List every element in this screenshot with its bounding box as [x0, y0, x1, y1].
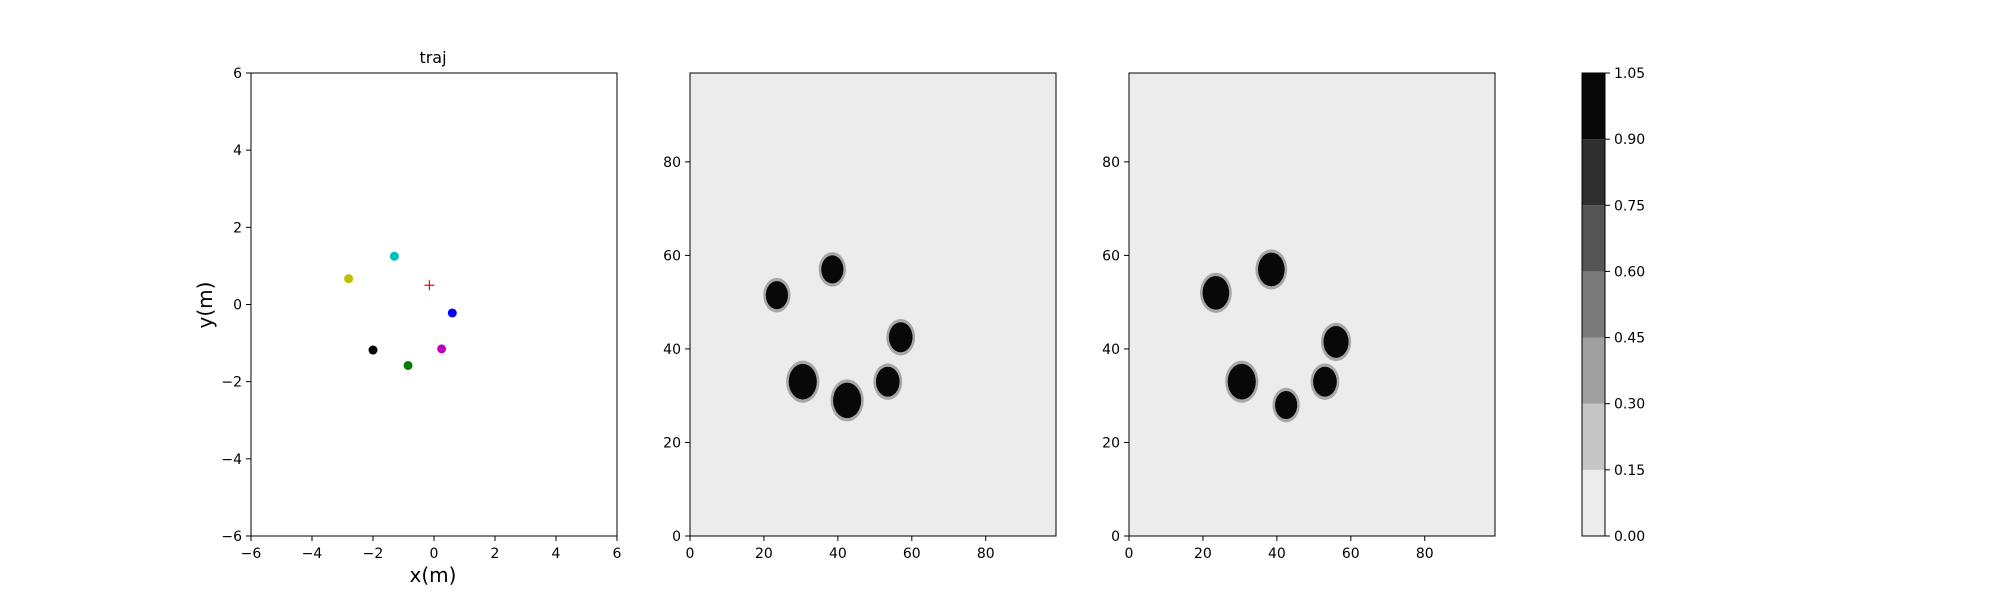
colorbar-tick-label: 0.60 — [1614, 264, 1645, 280]
heatmap-background — [1129, 73, 1495, 536]
colorbar-tick-label: 0.15 — [1614, 463, 1645, 479]
colorbar-band — [1582, 271, 1605, 338]
y-tick-label: 80 — [1102, 155, 1120, 171]
x-tick-label: 0 — [686, 546, 695, 562]
obstacle-blob — [1323, 326, 1349, 358]
colorbar-tick-label: 0.30 — [1614, 397, 1645, 413]
obstacle-blob — [765, 281, 788, 310]
obstacle-blob — [888, 322, 913, 353]
y-tick-label: 40 — [1102, 342, 1120, 358]
x-tick-label: −4 — [302, 546, 323, 562]
axes-frame — [1128, 72, 1496, 537]
y-tick-label: 4 — [233, 143, 242, 159]
colorbar: 0.00 0.15 0.30 0.45 0.60 0.75 0.90 1.05 — [1581, 66, 1645, 545]
x-tick-label: 20 — [755, 546, 773, 562]
y-tick-label: 6 — [233, 66, 242, 82]
y-tick-label: 40 — [663, 342, 681, 358]
y-tick-label: −4 — [221, 452, 242, 468]
x-tick-label: 20 — [1194, 546, 1212, 562]
x-tick-label: 4 — [552, 546, 561, 562]
x-tick-label: 80 — [977, 546, 995, 562]
colorbar-band — [1582, 73, 1605, 140]
x-tick-label: −2 — [363, 546, 384, 562]
y-tick-label: 60 — [663, 248, 681, 264]
colorbar-tick-label: 0.90 — [1614, 132, 1645, 148]
colorbar-tick-label: 1.05 — [1614, 66, 1645, 82]
colorbar-tick-label: 0.75 — [1614, 198, 1645, 214]
y-tick-label: 20 — [663, 435, 681, 451]
occupancy-map-left: 0 20 40 60 80 0 20 40 60 80 — [663, 72, 1057, 562]
obstacle-blob — [1227, 363, 1256, 400]
scatter-point — [437, 344, 447, 354]
plot-area — [251, 73, 617, 536]
obstacle-blob — [1275, 391, 1298, 420]
scatter-point — [403, 360, 413, 370]
obstacle-blob — [1258, 252, 1285, 287]
x-tick-label: 60 — [1342, 546, 1360, 562]
colorbar-tick-label: 0.45 — [1614, 331, 1645, 347]
x-tick-label: 6 — [613, 546, 622, 562]
y-tick-label: 0 — [672, 529, 681, 545]
scatter-point — [344, 274, 354, 284]
colorbar-band — [1582, 337, 1605, 404]
trajectory-plot: traj x(m) y(m) −6 −4 −2 0 2 4 6 −6 −4 −2 0 2 4 6 — [193, 48, 622, 587]
obstacle-blob — [1202, 275, 1230, 310]
trajectory-plot-title: traj — [419, 48, 446, 67]
axes-frame — [689, 72, 1057, 537]
x-tick-label: 40 — [829, 546, 847, 562]
y-tick-label: 20 — [1102, 435, 1120, 451]
colorbar-tick-label: 0.00 — [1614, 529, 1645, 545]
obstacle-blob — [1313, 366, 1337, 397]
colorbar-band — [1582, 469, 1605, 536]
x-tick-label: 60 — [903, 546, 921, 562]
y-tick-label: 2 — [233, 220, 242, 236]
x-tick-label: 0 — [1125, 546, 1134, 562]
y-tick-label: 0 — [233, 298, 242, 314]
scatter-point — [389, 251, 399, 261]
colorbar-band — [1582, 403, 1605, 470]
goal-marker — [424, 280, 435, 291]
scatter-point — [447, 308, 457, 318]
x-tick-label: 0 — [430, 546, 439, 562]
x-tick-label: 2 — [491, 546, 500, 562]
y-tick-label: 60 — [1102, 248, 1120, 264]
colorbar-frame — [1581, 72, 1606, 537]
y-tick-label: 0 — [1111, 529, 1120, 545]
scatter-point — [368, 345, 378, 355]
colorbar-band — [1582, 205, 1605, 272]
y-tick-label: 80 — [663, 155, 681, 171]
heatmap-background — [690, 73, 1056, 536]
y-tick-label: −2 — [221, 375, 242, 391]
x-axis-label: x(m) — [410, 563, 457, 587]
y-tick-label: −6 — [221, 529, 242, 545]
x-tick-label: 40 — [1268, 546, 1286, 562]
occupancy-map-right: 0 20 40 60 80 0 20 40 60 80 — [1102, 72, 1496, 562]
x-tick-label: −6 — [241, 546, 262, 562]
obstacle-blob — [875, 366, 900, 397]
colorbar-band — [1582, 139, 1605, 206]
x-tick-label: 80 — [1416, 546, 1434, 562]
obstacle-blob — [821, 255, 844, 284]
obstacle-blob — [788, 363, 817, 400]
y-axis-label: y(m) — [193, 282, 217, 329]
obstacle-blob — [833, 382, 862, 419]
